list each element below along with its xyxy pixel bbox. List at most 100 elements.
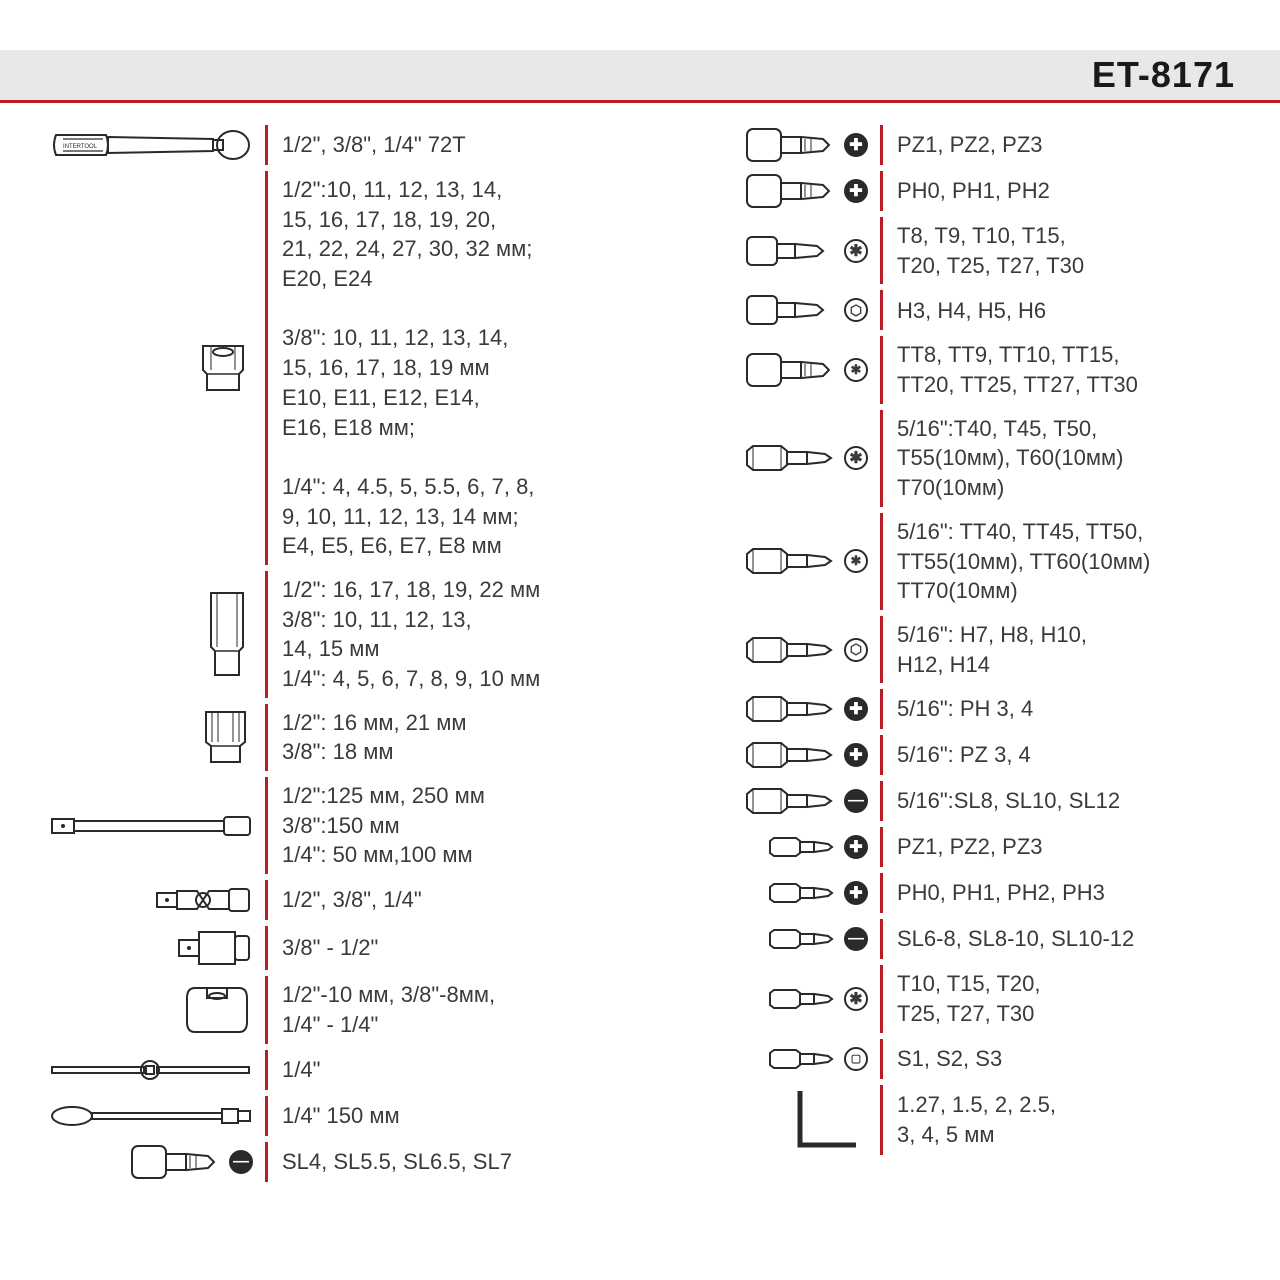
tool-hex-bit-icon: ✱: [655, 513, 880, 610]
spec-row: — 5/16":SL8, SL10, SL12: [655, 781, 1240, 821]
row-divider: [265, 976, 268, 1043]
tool-short-bit-icon: —: [655, 919, 880, 959]
tip-hex-icon: ⬡: [844, 638, 868, 662]
tip-sq-icon: ▢: [844, 1047, 868, 1071]
spec-text: 5/16": TT40, TT45, TT50, TT55(10мм), TT6…: [897, 513, 1240, 610]
row-divider: [880, 125, 883, 165]
spec-text: 1.27, 1.5, 2, 2.5, 3, 4, 5 мм: [897, 1085, 1240, 1155]
tip-ph-icon: ✚: [844, 179, 868, 203]
spec-text: T8, T9, T10, T15, T20, T25, T27, T30: [897, 217, 1240, 284]
tip-slot-icon: —: [844, 789, 868, 813]
row-divider: [880, 616, 883, 683]
spec-text: PH0, PH1, PH2: [897, 171, 1240, 211]
spec-text: TT8, TT9, TT10, TT15, TT20, TT25, TT27, …: [897, 336, 1240, 403]
row-divider: [880, 217, 883, 284]
row-divider: [880, 919, 883, 959]
tip-torx-sec-icon: ✱: [844, 358, 868, 382]
row-divider: [880, 735, 883, 775]
right-column: ✚ PZ1, PZ2, PZ3 ✚ PH0, PH1, PH2 ✱ T8, T9…: [655, 125, 1240, 1250]
row-divider: [880, 1085, 883, 1155]
spec-row: ✚ 5/16": PZ 3, 4: [655, 735, 1240, 775]
tool-spark-socket-icon: [40, 704, 265, 771]
spec-row: ✱ 5/16":T40, T45, T50, T55(10мм), T60(10…: [655, 410, 1240, 507]
spec-text: PH0, PH1, PH2, PH3: [897, 873, 1240, 913]
tip-slot-icon: —: [229, 1150, 253, 1174]
tool-extension-icon: [40, 777, 265, 874]
tool-short-bit-icon: ▢: [655, 1039, 880, 1079]
tool-socket-bit-icon: ✚: [655, 125, 880, 165]
spec-row: ✚ PZ1, PZ2, PZ3: [655, 125, 1240, 165]
spec-text: 1/2": 16 мм, 21 мм 3/8": 18 мм: [282, 704, 625, 771]
svg-text:INTERTOOL: INTERTOOL: [63, 144, 98, 150]
tip-pz-icon: ✚: [844, 133, 868, 157]
spec-text: 1/2", 3/8", 1/4" 72T: [282, 125, 625, 165]
spec-row: 1/2": 16, 17, 18, 19, 22 мм 3/8": 10, 11…: [40, 571, 625, 698]
spec-text: 1/2":125 мм, 250 мм 3/8":150 мм 1/4": 50…: [282, 777, 625, 874]
tool-socket-bit-sm-icon: ⬡: [655, 290, 880, 330]
spec-text: 5/16": PH 3, 4: [897, 689, 1240, 729]
spec-row: 1/2", 3/8", 1/4": [40, 880, 625, 920]
spec-row: — SL6-8, SL8-10, SL10-12: [655, 919, 1240, 959]
spec-row: 1.27, 1.5, 2, 2.5, 3, 4, 5 мм: [655, 1085, 1240, 1155]
row-divider: [265, 125, 268, 165]
spec-text: 1/4": [282, 1050, 625, 1090]
spec-text: 5/16": H7, H8, H10, H12, H14: [897, 616, 1240, 683]
spec-row: 1/2": 16 мм, 21 мм 3/8": 18 мм: [40, 704, 625, 771]
spec-text: 1/4" 150 мм: [282, 1096, 625, 1136]
tool-spinner-icon: [40, 1096, 265, 1136]
row-divider: [880, 827, 883, 867]
row-divider: [265, 777, 268, 874]
spec-text: 1/2", 3/8", 1/4": [282, 880, 625, 920]
left-column: INTERTOOL 1/2", 3/8", 1/4" 72T 1/2":10, …: [40, 125, 625, 1250]
spec-text: SL6-8, SL8-10, SL10-12: [897, 919, 1240, 959]
header-bar: ET-8171: [0, 50, 1280, 100]
spec-row: 3/8" - 1/2": [40, 926, 625, 970]
tip-torx-icon: ✱: [844, 987, 868, 1011]
row-divider: [265, 880, 268, 920]
row-divider: [265, 171, 268, 565]
row-divider: [880, 689, 883, 729]
spec-row: ✱ T8, T9, T10, T15, T20, T25, T27, T30: [655, 217, 1240, 284]
spec-text: 5/16":T40, T45, T50, T55(10мм), T60(10мм…: [897, 410, 1240, 507]
tool-socket-bit-icon: ✚: [655, 171, 880, 211]
row-divider: [880, 965, 883, 1032]
spec-row: ⬡ 5/16": H7, H8, H10, H12, H14: [655, 616, 1240, 683]
tool-socket-bit-sm-icon: ✱: [655, 217, 880, 284]
spec-row: ▢ S1, S2, S3: [655, 1039, 1240, 1079]
tool-ratchet-icon: INTERTOOL: [40, 125, 265, 165]
row-divider: [880, 290, 883, 330]
spec-row: 1/4" 150 мм: [40, 1096, 625, 1136]
spec-text: 5/16": PZ 3, 4: [897, 735, 1240, 775]
spec-row: 1/2"-10 мм, 3/8"-8мм, 1/4" - 1/4": [40, 976, 625, 1043]
row-divider: [880, 781, 883, 821]
row-divider: [880, 513, 883, 610]
tip-ph-icon: ✚: [844, 881, 868, 905]
spec-row: 1/4": [40, 1050, 625, 1090]
tool-hex-bit-icon: ✚: [655, 735, 880, 775]
tool-tbar-icon: [40, 1050, 265, 1090]
spec-text: 3/8" - 1/2": [282, 926, 625, 970]
row-divider: [265, 704, 268, 771]
spec-row: ✚ 5/16": PH 3, 4: [655, 689, 1240, 729]
row-divider: [880, 1039, 883, 1079]
row-divider: [880, 336, 883, 403]
tool-short-bit-icon: ✱: [655, 965, 880, 1032]
spec-row: ✚ PH0, PH1, PH2, PH3: [655, 873, 1240, 913]
spec-text: 5/16":SL8, SL10, SL12: [897, 781, 1240, 821]
tool-short-bit-icon: ✚: [655, 827, 880, 867]
row-divider: [880, 410, 883, 507]
spec-row: INTERTOOL 1/2", 3/8", 1/4" 72T: [40, 125, 625, 165]
tool-socket-bit-icon: ✱: [655, 336, 880, 403]
spec-text: T10, T15, T20, T25, T27, T30: [897, 965, 1240, 1032]
spec-text: H3, H4, H5, H6: [897, 290, 1240, 330]
tip-torx-icon: ✱: [844, 239, 868, 263]
tool-hex-bit-icon: ✚: [655, 689, 880, 729]
row-divider: [880, 171, 883, 211]
spec-text: PZ1, PZ2, PZ3: [897, 125, 1240, 165]
tool-hex-bit-icon: ⬡: [655, 616, 880, 683]
header-rule: [0, 100, 1280, 103]
tool-adapter-icon: [40, 926, 265, 970]
spec-row: — SL4, SL5.5, SL6.5, SL7: [40, 1142, 625, 1182]
tool-ujoint-icon: [40, 880, 265, 920]
row-divider: [880, 873, 883, 913]
